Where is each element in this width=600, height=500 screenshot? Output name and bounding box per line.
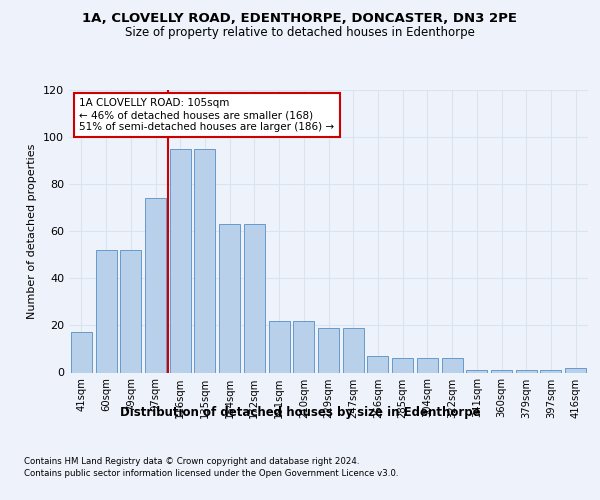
Text: 1A CLOVELLY ROAD: 105sqm
← 46% of detached houses are smaller (168)
51% of semi-: 1A CLOVELLY ROAD: 105sqm ← 46% of detach… (79, 98, 335, 132)
Bar (392, 358, 413, 372)
Bar (145, 198, 166, 372)
Bar (491, 370, 512, 372)
Bar (367, 356, 388, 372)
Bar (417, 358, 438, 372)
Bar (318, 328, 339, 372)
Bar (120, 250, 141, 372)
Bar (95, 250, 116, 372)
Bar (194, 149, 215, 372)
Text: Contains public sector information licensed under the Open Government Licence v3: Contains public sector information licen… (24, 468, 398, 477)
Bar (219, 224, 240, 372)
Text: Distribution of detached houses by size in Edenthorpe: Distribution of detached houses by size … (119, 406, 481, 419)
Bar (244, 224, 265, 372)
Text: Contains HM Land Registry data © Crown copyright and database right 2024.: Contains HM Land Registry data © Crown c… (24, 457, 359, 466)
Bar (293, 320, 314, 372)
Text: Size of property relative to detached houses in Edenthorpe: Size of property relative to detached ho… (125, 26, 475, 39)
Bar (466, 370, 487, 372)
Bar (541, 370, 562, 372)
Bar (565, 368, 586, 372)
Bar (343, 328, 364, 372)
Bar (442, 358, 463, 372)
Bar (71, 332, 92, 372)
Text: 1A, CLOVELLY ROAD, EDENTHORPE, DONCASTER, DN3 2PE: 1A, CLOVELLY ROAD, EDENTHORPE, DONCASTER… (83, 12, 517, 26)
Bar (516, 370, 537, 372)
Bar (269, 320, 290, 372)
Y-axis label: Number of detached properties: Number of detached properties (28, 144, 37, 319)
Bar (170, 149, 191, 372)
